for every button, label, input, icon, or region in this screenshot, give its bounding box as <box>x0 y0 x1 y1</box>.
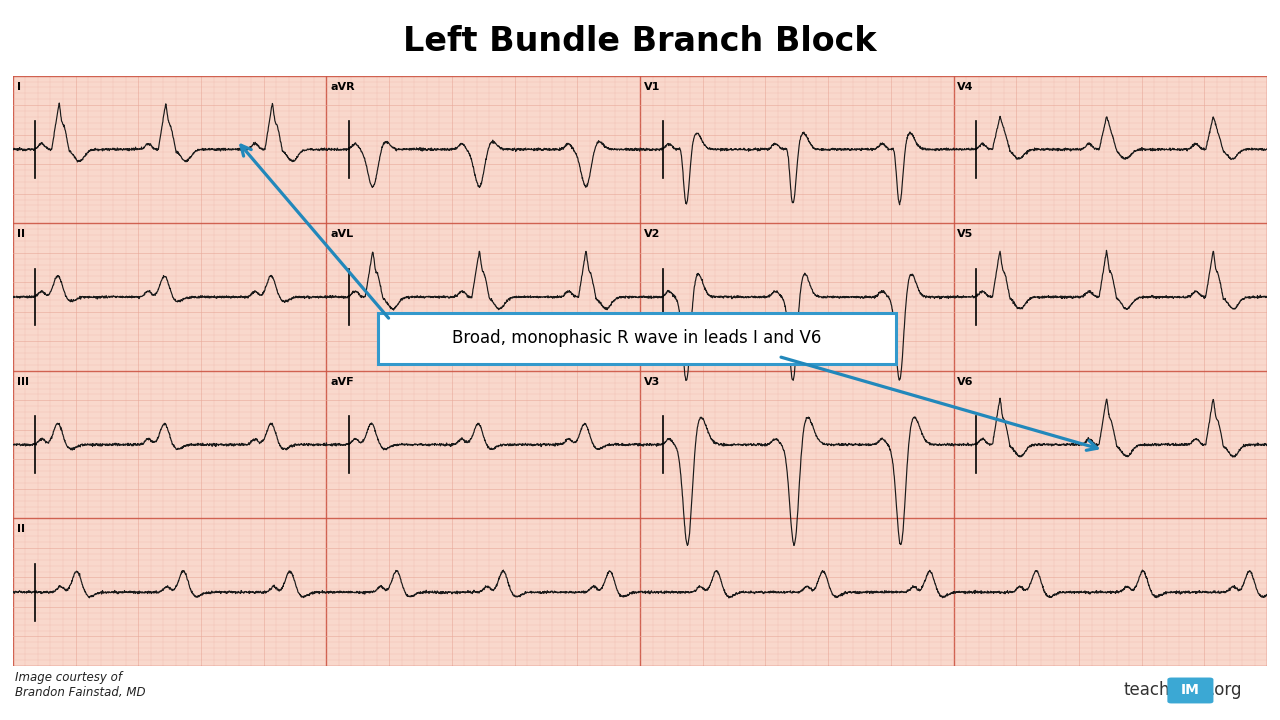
Text: aVL: aVL <box>330 229 353 239</box>
Text: V5: V5 <box>957 229 974 239</box>
Text: V2: V2 <box>644 229 660 239</box>
Text: I: I <box>17 81 20 91</box>
Text: aVR: aVR <box>330 81 355 91</box>
Text: V1: V1 <box>644 81 660 91</box>
Text: teach: teach <box>1124 681 1170 698</box>
Text: Left Bundle Branch Block: Left Bundle Branch Block <box>403 25 877 58</box>
Text: V4: V4 <box>957 81 974 91</box>
Text: V6: V6 <box>957 377 974 387</box>
Text: III: III <box>17 377 28 387</box>
Text: II: II <box>17 229 24 239</box>
Text: aVF: aVF <box>330 377 353 387</box>
Text: Broad, monophasic R wave in leads I and V6: Broad, monophasic R wave in leads I and … <box>452 329 822 347</box>
Text: IM: IM <box>1181 683 1199 698</box>
Text: II: II <box>17 524 24 534</box>
Text: Image courtesy of
Brandon Fainstad, MD: Image courtesy of Brandon Fainstad, MD <box>15 671 146 699</box>
Text: V3: V3 <box>644 377 660 387</box>
Text: .org: .org <box>1210 681 1242 698</box>
